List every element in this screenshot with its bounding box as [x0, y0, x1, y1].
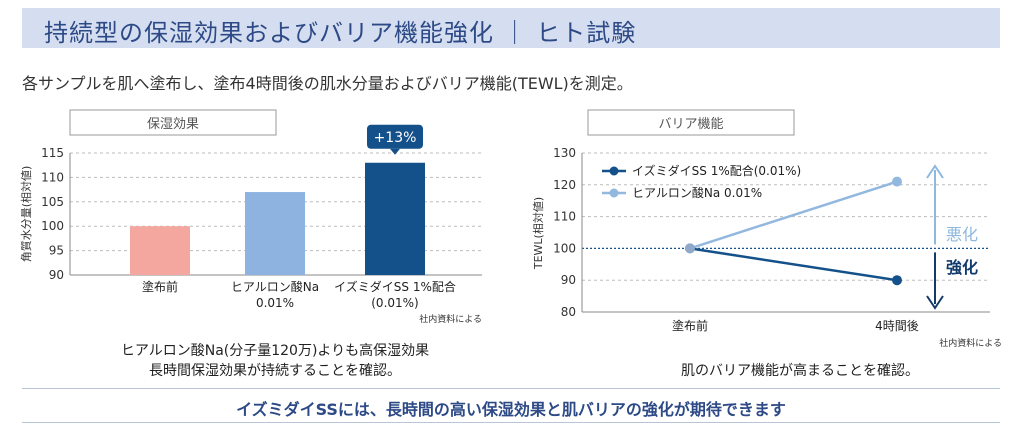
legend-label: ヒアルロン酸Na 0.01%: [632, 185, 762, 200]
divider-bottom: [22, 422, 1000, 423]
y-tick-label: 115: [41, 146, 64, 160]
data-point: [892, 275, 902, 286]
source-note: 社内資料による: [419, 313, 482, 325]
moisture-caption: ヒアルロン酸Na(分子量120万)よりも高保湿効果 長時間保湿効果が持続すること…: [100, 341, 450, 381]
legend-label: イズミダイSS 1%配合(0.01%): [632, 163, 801, 178]
barrier-caption: 肌のバリア機能が高まることを確認。: [681, 363, 919, 379]
y-tick-label: 130: [553, 146, 576, 160]
divider-top: [22, 388, 1000, 389]
y-tick-label: 100: [553, 241, 576, 255]
callout-pointer: [390, 148, 400, 155]
better-arrow-head: [926, 295, 944, 310]
barrier-chart-svg: バリア機能 80 90 100 110 120 130 TEWL(相対値) 塗布前 4時間後 イズミ…: [531, 109, 1002, 349]
x-tick-label: ヒアルロン酸Na: [231, 279, 319, 294]
x-tick-label: 4時間後: [875, 319, 919, 333]
y-tick-label: 100: [41, 219, 64, 233]
y-tick-label: 105: [41, 195, 64, 209]
panel-title: バリア機能: [658, 117, 723, 132]
conclusion-text: イズミダイSSには、長時間の高い保湿効果と肌バリアの強化が期待できます: [236, 400, 786, 419]
x-tick-label: 塗布前: [672, 318, 708, 333]
series-line: [689, 180, 898, 250]
bar: [245, 192, 305, 275]
legend-swatch-marker: [609, 166, 619, 176]
panel-title-box: [587, 109, 795, 136]
panel-title: 保湿効果: [147, 117, 199, 132]
y-tick-label: 110: [41, 170, 64, 184]
y-axis-label: 角質水分量(相対値): [19, 166, 33, 263]
barrier-chart: バリア機能 80 90 100 110 120 130 TEWL(相対値) 塗布前 4時間後 イズミ…: [530, 108, 1010, 349]
bar: [365, 162, 425, 275]
x-tick-label: 0.01%: [256, 296, 294, 310]
header-band: 持続型の保湿効果およびバリア機能強化 ｜ ヒト試験: [22, 8, 1000, 48]
worse-arrow-head: [926, 164, 944, 179]
y-tick-label: 120: [553, 178, 576, 192]
legend-swatch-marker: [609, 188, 619, 198]
panel-title-box: [69, 109, 277, 136]
page-title: 持続型の保湿効果およびバリア機能強化 ｜ ヒト試験: [44, 19, 637, 47]
bar: [130, 226, 190, 275]
moisture-caption-line: 長時間保湿効果が持続することを確認。: [149, 363, 401, 379]
data-point: [892, 176, 902, 187]
y-tick-label: 90: [49, 268, 64, 282]
y-tick-label: 90: [561, 273, 576, 287]
callout-label: +13%: [374, 130, 417, 146]
x-tick-label: (0.01%): [371, 296, 418, 310]
y-axis-label: TEWL(相対値): [531, 197, 545, 270]
moisture-chart-svg: 保湿効果 90 95 100 105 110 115 角質水分量(相対値) 塗布前 ヒアルロン酸N…: [19, 109, 482, 325]
y-tick-label: 80: [561, 305, 576, 319]
y-tick-label: 95: [49, 244, 64, 258]
moisture-caption-line: ヒアルロン酸Na(分子量120万)よりも高保湿効果: [120, 343, 430, 359]
y-tick-label: 110: [553, 210, 576, 224]
moisture-chart: 保湿効果 90 95 100 105 110 115 角質水分量(相対値) 塗布前 ヒアルロン酸N…: [19, 108, 500, 328]
data-point: [685, 243, 695, 254]
x-tick-label: イズミダイSS 1%配合: [334, 279, 456, 294]
source-note: 社内資料による: [939, 337, 1002, 349]
series-line: [689, 247, 898, 282]
x-tick-label: 塗布前: [142, 279, 178, 294]
better-label: 強化: [946, 258, 978, 277]
worse-label: 悪化: [946, 225, 978, 244]
intro-text: 各サンプルを肌へ塗布し、塗布4時間後の肌水分量およびバリア機能(TEWL)を測定…: [22, 74, 633, 93]
callout-box: [367, 124, 423, 149]
